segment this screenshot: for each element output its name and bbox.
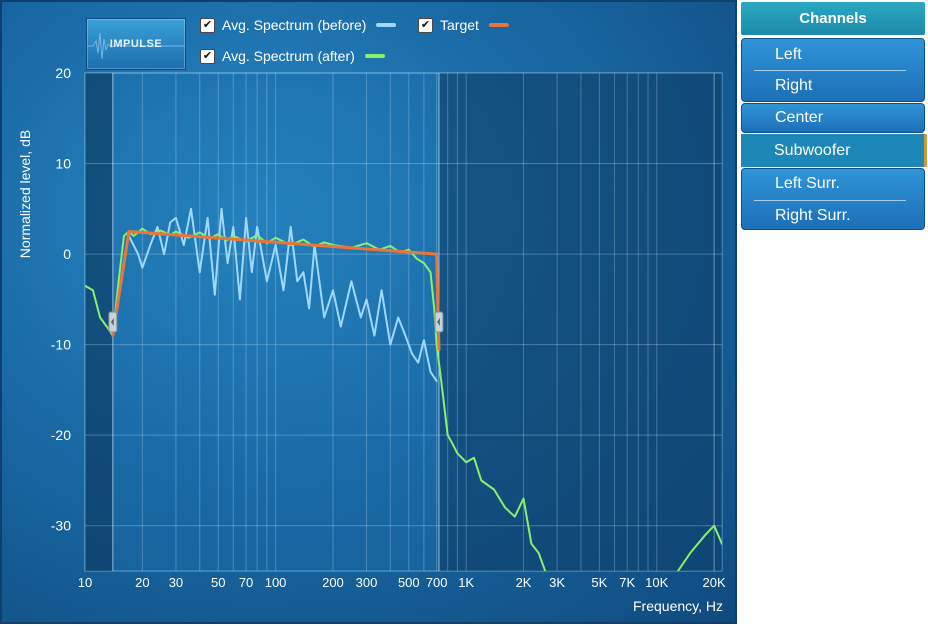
series-lines [85, 207, 722, 571]
spectrum-plot-panel: 10 20 30 50 70 100 200 300 500 700 1K 2K 3K 5K 7K 10K 20… [0, 0, 737, 624]
x-tick-label: 20 [135, 575, 149, 590]
series-avg-spectrum-before [127, 207, 438, 382]
high-cutoff-handle[interactable] [434, 311, 444, 333]
stopband-high [438, 73, 722, 571]
legend-before-label: Avg. Spectrum (before) [222, 17, 367, 33]
x-tick-label: 3K [549, 575, 565, 590]
x-tick-label: 10 [78, 575, 92, 590]
x-tick-label: 20K [703, 575, 726, 590]
impulse-button-label: IMPULSE [109, 38, 163, 50]
x-tick-label: 200 [322, 575, 344, 590]
x-tick-label: 500 [398, 575, 420, 590]
x-tick-label: 70 [239, 575, 253, 590]
legend-after-label: Avg. Spectrum (after) [222, 48, 355, 64]
channel-group-front: Left Right [741, 38, 925, 102]
y-tick-label: 20 [55, 65, 71, 81]
legend-before-swatch [376, 23, 397, 27]
y-tick-label: 0 [63, 246, 71, 262]
y-tick-label: -10 [51, 337, 71, 353]
legend-before[interactable]: ✔ Avg. Spectrum (before) [200, 17, 397, 33]
x-tick-label: 100 [265, 575, 287, 590]
channel-subwoofer-selected[interactable]: Subwoofer [741, 134, 927, 167]
checkbox-after[interactable]: ✔ [200, 48, 215, 64]
series-target [111, 230, 441, 351]
x-tick-label: 5K [591, 575, 607, 590]
impulse-button[interactable]: IMPULSE [86, 18, 186, 70]
spectrum-chart: 10 20 30 50 70 100 200 300 500 700 1K 2K 3K 5K 7K 10K 20… [17, 65, 726, 614]
channel-group-center: Center [741, 103, 925, 133]
handle-arrow-icon [436, 318, 440, 326]
impulse-waveform-icon [87, 32, 185, 60]
legend-target-label: Target [440, 17, 479, 33]
grid [84, 72, 722, 571]
y-tick-label: -30 [51, 518, 71, 534]
channel-right[interactable]: Right [775, 77, 813, 94]
channel-center[interactable]: Center [775, 109, 824, 126]
legend-target-swatch [488, 23, 509, 27]
channel-right-surr[interactable]: Right Surr. [775, 207, 851, 224]
checkbox-target[interactable]: ✔ [418, 17, 433, 33]
handle-arrow-icon [110, 318, 114, 326]
channel-left-surr[interactable]: Left Surr. [775, 175, 840, 192]
plot-area [84, 72, 723, 572]
legend-after-swatch [364, 54, 385, 58]
x-tick-label: 10K [645, 575, 668, 590]
legend-after[interactable]: ✔ Avg. Spectrum (after) [200, 48, 385, 64]
y-axis-label: Normalized level, dB [17, 130, 33, 258]
x-tick-label: 50 [211, 575, 225, 590]
y-tick-label: -20 [51, 427, 71, 443]
stopband-low [85, 73, 113, 571]
channel-divider [754, 200, 906, 201]
legend-target[interactable]: ✔ Target [418, 17, 509, 33]
channels-panel: Channels Left Right Center Subwoofer Lef… [741, 0, 928, 624]
x-tick-label: 1K [458, 575, 474, 590]
checkbox-before[interactable]: ✔ [200, 17, 215, 33]
x-axis-label: Frequency, Hz [633, 598, 723, 614]
channel-left[interactable]: Left [775, 46, 802, 63]
x-tick-label: 300 [356, 575, 378, 590]
x-tick-label: 700 [426, 575, 448, 590]
low-cutoff-handle[interactable] [108, 311, 118, 333]
x-tick-label: 7K [619, 575, 635, 590]
x-tick-label: 30 [169, 575, 183, 590]
passband-handles[interactable] [108, 311, 444, 333]
x-tick-label: 2K [516, 575, 532, 590]
channels-header: Channels [741, 2, 925, 35]
y-tick-label: 10 [55, 156, 71, 172]
channel-group-surround: Left Surr. Right Surr. [741, 168, 925, 230]
channel-divider [754, 70, 906, 71]
tick-labels: 10 20 30 50 70 100 200 300 500 700 1K 2K 3K 5K 7K 10K 20… [51, 65, 726, 590]
stopband-shading [85, 73, 722, 571]
